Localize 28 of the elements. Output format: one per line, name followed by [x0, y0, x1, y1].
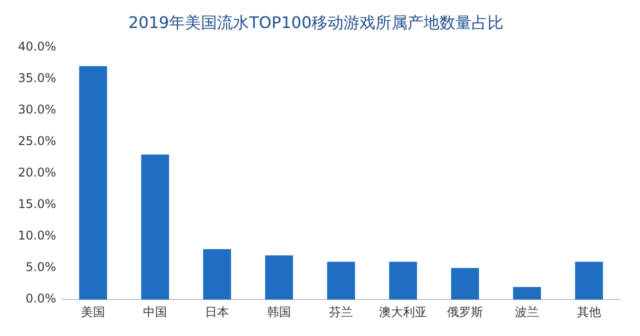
bar	[141, 154, 170, 300]
x-tick-label: 日本	[205, 304, 230, 319]
bar	[575, 262, 603, 300]
y-tick-label: 20.0%	[18, 166, 56, 180]
y-tick-label: 30.0%	[18, 102, 56, 116]
bar	[79, 66, 108, 300]
y-tick-label: 40.0%	[18, 39, 56, 54]
bar	[389, 262, 417, 300]
y-tick-label: 0.0%	[26, 292, 56, 306]
x-tick-label: 中国	[143, 304, 168, 319]
bar	[203, 249, 232, 300]
y-tick-label: 5.0%	[26, 260, 56, 274]
y-tick-label: 15.0%	[18, 197, 56, 212]
x-tick-label: 芬兰	[329, 304, 354, 319]
y-tick-label: 10.0%	[18, 228, 56, 243]
x-tick-label: 澳大利亚	[379, 304, 428, 319]
bar	[513, 286, 541, 300]
y-tick-label: 25.0%	[18, 134, 56, 148]
x-tick-label: 韩国	[267, 304, 292, 319]
y-tick-label: 35.0%	[18, 70, 56, 85]
bar	[451, 268, 479, 300]
x-tick-label: 其他	[577, 304, 602, 319]
x-tick-label: 波兰	[515, 304, 540, 319]
x-tick-label: 美国	[81, 304, 106, 319]
bar	[327, 262, 356, 300]
x-tick-label: 俄罗斯	[447, 304, 484, 319]
chart-title: 2019年美国流水TOP100移动游戏所属产地数量占比	[128, 12, 504, 32]
bar	[265, 255, 294, 300]
